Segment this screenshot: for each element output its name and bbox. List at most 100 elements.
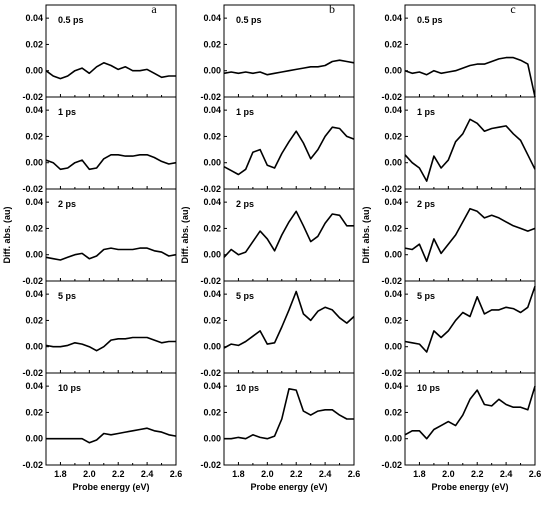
y-tick-label: 0.04 [384, 105, 402, 115]
panel-a-1ps: -0.02 0.00 0.02 0.04 1 ps [22, 96, 177, 194]
panel-c-0.5ps: -0.02 0.00 0.02 0.04 0.5 ps [381, 4, 536, 102]
panel-time-label: 10 ps [236, 383, 259, 393]
series-line [223, 290, 355, 349]
y-tick-label: -0.02 [22, 92, 43, 102]
y-tick-label: 0.00 [384, 250, 402, 260]
y-tick-label: 0.02 [203, 39, 221, 49]
panel-time-label: 1 ps [58, 107, 76, 117]
series-line [404, 56, 536, 98]
y-tick-label: 0.02 [384, 131, 402, 141]
panel-time-label: 10 ps [58, 383, 81, 393]
panel-frame [404, 372, 536, 466]
y-tick-label: -0.02 [22, 368, 43, 378]
series-line [223, 59, 355, 76]
y-tick-label: 0.04 [203, 105, 221, 115]
y-tick-label: -0.02 [381, 460, 402, 470]
x-tick-label: 2.6 [170, 469, 183, 479]
panel-time-label: 2 ps [58, 199, 76, 209]
panel-c-1ps: -0.02 0.00 0.02 0.04 1 ps [381, 96, 536, 194]
series-line [404, 118, 536, 182]
y-tick-label: 0.04 [203, 289, 221, 299]
x-tick-label: 2.0 [83, 469, 96, 479]
y-tick-label: 0.02 [25, 39, 43, 49]
y-tick-label: -0.02 [381, 368, 402, 378]
series-line [46, 427, 177, 444]
y-tick-label: 0.02 [25, 223, 43, 233]
y-tick-label: 0.00 [203, 342, 221, 352]
panel-b-10ps: -0.02 0.00 0.02 0.04 10 ps [200, 372, 355, 470]
y-tick-label: -0.02 [200, 276, 221, 286]
y-tick-label: 0.04 [25, 197, 43, 207]
x-axis-label: Probe energy (eV) [72, 482, 149, 492]
x-tick-label: 1.8 [232, 469, 245, 479]
panel-b-1ps: -0.02 0.00 0.02 0.04 1 ps [200, 96, 355, 194]
y-tick-label: 0.02 [25, 315, 43, 325]
y-axis-label: Diff. abs. (au) [2, 206, 12, 263]
y-axis-label: Diff. abs. (au) [180, 206, 190, 263]
y-tick-label: -0.02 [200, 368, 221, 378]
panel-time-label: 0.5 ps [236, 15, 262, 25]
x-tick-label: 2.2 [112, 469, 125, 479]
y-tick-label: 0.00 [384, 66, 402, 76]
x-tick-label: 2.6 [348, 469, 361, 479]
x-tick-label: 2.2 [290, 469, 303, 479]
y-tick-label: 0.04 [203, 381, 221, 391]
column-label: b [329, 2, 335, 16]
series-line [404, 207, 536, 263]
y-tick-label: -0.02 [22, 460, 43, 470]
series-line [404, 286, 536, 353]
series-line [404, 385, 536, 440]
y-tick-label: 0.02 [384, 39, 402, 49]
panel-c-2ps: -0.02 0.00 0.02 0.04 2 ps [381, 188, 536, 286]
y-tick-label: 0.04 [25, 381, 43, 391]
y-tick-label: 0.02 [203, 407, 221, 417]
y-tick-label: 0.04 [203, 13, 221, 23]
y-tick-label: 0.00 [203, 66, 221, 76]
column-c: -0.02 0.00 0.02 0.04 0.5 ps -0.02 0.00 0.02 0.04… [361, 2, 541, 492]
series-line [45, 154, 177, 171]
y-tick-label: -0.02 [22, 184, 43, 194]
panel-time-label: 5 ps [236, 291, 254, 301]
y-tick-label: 0.04 [384, 197, 402, 207]
y-tick-label: 0.00 [25, 158, 43, 168]
panel-time-label: 1 ps [417, 107, 435, 117]
y-tick-label: 0.04 [384, 289, 402, 299]
x-tick-label: 2.2 [471, 469, 484, 479]
column-label: c [510, 2, 515, 16]
x-tick-label: 2.0 [442, 469, 455, 479]
y-tick-label: 0.00 [25, 250, 43, 260]
series-line [45, 62, 176, 80]
y-tick-label: 0.00 [203, 434, 221, 444]
y-tick-label: 0.04 [25, 105, 43, 115]
column-a: -0.02 0.00 0.02 0.04 0.5 ps -0.02 0.00 0.02 0.04… [2, 2, 182, 492]
y-tick-label: 0.02 [384, 315, 402, 325]
panel-c-10ps: -0.02 0.00 0.02 0.04 10 ps [381, 372, 536, 470]
y-tick-label: 0.04 [384, 13, 402, 23]
column-b: -0.02 0.00 0.02 0.04 0.5 ps -0.02 0.00 0.02 0.04… [180, 2, 360, 492]
y-tick-label: 0.00 [203, 158, 221, 168]
panel-c-5ps: -0.02 0.00 0.02 0.04 5 ps [381, 280, 536, 378]
y-tick-label: 0.02 [203, 131, 221, 141]
panel-a-10ps: -0.02 0.00 0.02 0.04 10 ps [22, 372, 177, 470]
panel-time-label: 5 ps [58, 291, 76, 301]
panel-frame [45, 372, 177, 466]
panel-b-5ps: -0.02 0.00 0.02 0.04 5 ps [200, 280, 355, 378]
panel-time-label: 10 ps [417, 383, 440, 393]
y-tick-label: -0.02 [200, 460, 221, 470]
y-tick-label: 0.02 [203, 315, 221, 325]
x-tick-label: 1.8 [54, 469, 67, 479]
y-tick-label: 0.02 [203, 223, 221, 233]
panel-time-label: 0.5 ps [58, 15, 84, 25]
y-tick-label: 0.04 [203, 197, 221, 207]
panel-time-label: 2 ps [417, 199, 435, 209]
y-tick-label: -0.02 [381, 92, 402, 102]
series-line [45, 247, 177, 261]
y-tick-label: 0.02 [25, 407, 43, 417]
panel-time-label: 0.5 ps [417, 15, 443, 25]
y-tick-label: -0.02 [200, 184, 221, 194]
panel-time-label: 1 ps [236, 107, 254, 117]
y-tick-label: 0.02 [384, 223, 402, 233]
y-tick-label: 0.02 [384, 407, 402, 417]
x-tick-label: 2.6 [529, 469, 542, 479]
